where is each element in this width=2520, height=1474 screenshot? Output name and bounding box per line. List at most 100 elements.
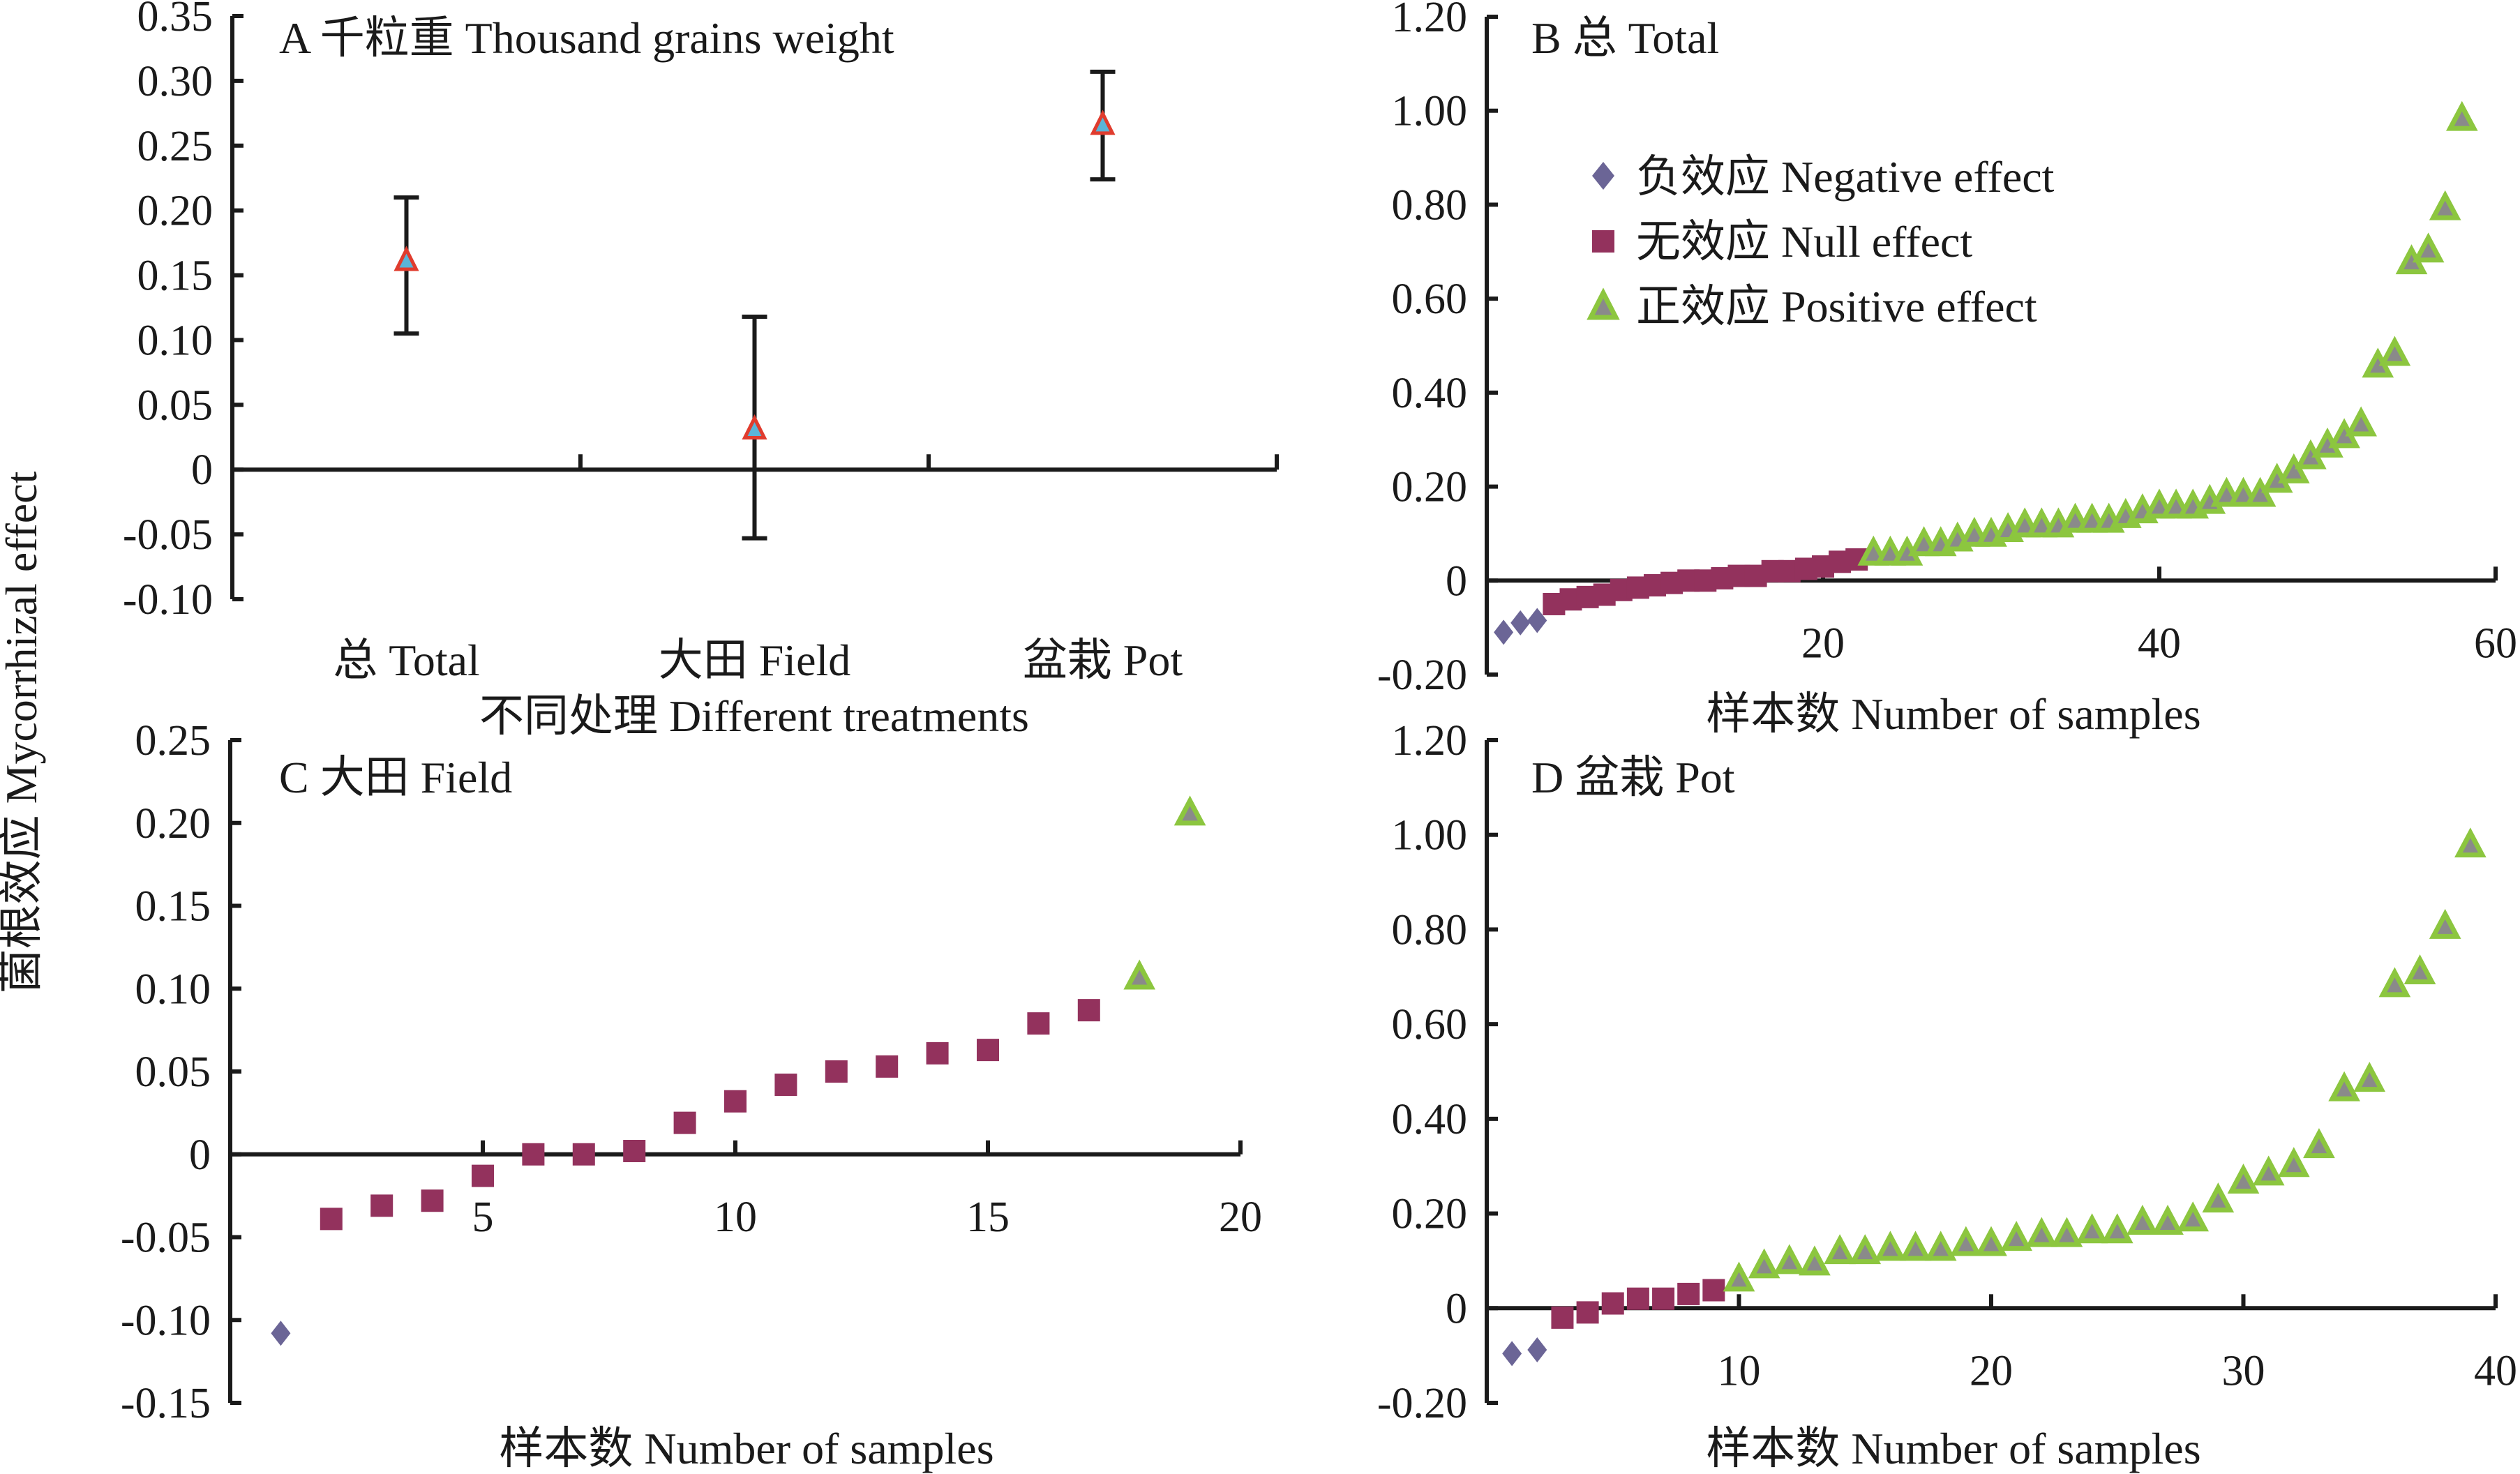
point-positive <box>1824 1234 1856 1265</box>
legend-marker-diamond <box>1592 162 1614 190</box>
point-positive <box>2277 1147 2310 1178</box>
point-negative <box>1494 619 1514 645</box>
y-tick-label: 0.15 <box>137 253 213 300</box>
point-positive <box>1874 1231 1907 1261</box>
y-tick-label: -0.10 <box>123 576 213 624</box>
panel-c-title: C 大田 Field <box>279 753 512 802</box>
point-positive <box>2244 476 2277 507</box>
point-positive <box>1950 1226 1982 1256</box>
y-tick-label: 0 <box>191 446 213 494</box>
x-tick-label: 30 <box>2222 1347 2265 1394</box>
point-positive <box>1123 959 1156 990</box>
point-null <box>673 1111 696 1134</box>
legend-item-positive: 正效应 Positive effect <box>1587 282 2037 331</box>
point-null <box>522 1143 545 1166</box>
x-tick-label: 40 <box>2138 619 2181 667</box>
point-positive <box>2412 232 2445 263</box>
panel-a: A 千粒重 Thousand grains weight 不同处理 Differ… <box>123 0 1279 741</box>
point-positive <box>2050 1217 2083 1247</box>
y-tick-label: -0.20 <box>1377 1380 1467 1427</box>
point-positive <box>2378 967 2411 998</box>
y-tick-label: 0.40 <box>1392 1096 1468 1143</box>
y-tick-label: -0.05 <box>121 1214 211 1262</box>
x-tick-label: 20 <box>1219 1194 1262 1241</box>
point-positive <box>1975 1226 2007 1256</box>
mean-marker <box>1090 110 1116 135</box>
y-tick-label: 0.05 <box>135 1048 211 1096</box>
y-axis-title: 菌根效应 Mycorrhizal effect <box>0 471 46 993</box>
y-tick-label: 0.15 <box>135 883 211 931</box>
point-negative <box>1527 1337 1547 1362</box>
point-positive <box>1173 795 1206 826</box>
legend-item-negative: 负效应 Negative effect <box>1592 152 2055 202</box>
x-tick-label: 5 <box>472 1194 494 1241</box>
y-tick-label: 0.60 <box>1392 276 1468 323</box>
panel-b-title: B 总 Total <box>1531 13 1719 63</box>
point-null <box>724 1090 747 1113</box>
point-positive <box>2303 1128 2335 1159</box>
point-null <box>1551 1306 1574 1329</box>
point-positive <box>2227 1163 2260 1194</box>
y-tick-label: 0.20 <box>137 188 213 235</box>
y-tick-label: 0.80 <box>1392 906 1468 954</box>
y-tick-label: 1.20 <box>1392 717 1468 765</box>
y-tick-label: 0.05 <box>137 382 213 429</box>
y-tick-label: 0.60 <box>1392 1001 1468 1048</box>
point-null <box>1702 1279 1725 1302</box>
y-tick-label: 0.25 <box>137 123 213 170</box>
x-tick-label: 20 <box>1801 619 1845 667</box>
point-negative <box>1502 1341 1522 1367</box>
y-tick-label: 0.20 <box>135 800 211 848</box>
point-positive <box>2101 1213 2133 1244</box>
mean-marker <box>742 414 767 439</box>
point-positive <box>2403 954 2436 985</box>
point-null <box>1077 999 1100 1022</box>
point-null <box>320 1208 343 1231</box>
y-tick-label: 0.20 <box>1392 464 1468 511</box>
point-positive <box>2000 1221 2032 1251</box>
point-null <box>370 1194 393 1217</box>
point-positive <box>1748 1248 1780 1279</box>
x-category-label: 盆栽 Pot <box>1023 636 1183 685</box>
y-tick-label: 0.40 <box>1392 370 1468 417</box>
panel-d-x-axis-title: 样本数 Number of samples <box>1706 1424 2200 1473</box>
point-positive <box>2429 908 2461 939</box>
point-negative <box>271 1321 291 1346</box>
x-tick-label: 15 <box>966 1194 1010 1241</box>
legend-label-null: 无效应 Null effect <box>1636 217 1972 266</box>
point-positive <box>2277 453 2310 483</box>
legend-label-negative: 负效应 Negative effect <box>1636 152 2055 202</box>
point-positive <box>2353 1062 2386 1092</box>
point-null <box>1027 1012 1050 1035</box>
y-tick-label: 1.00 <box>1392 88 1468 135</box>
y-tick-label: 0.30 <box>137 58 213 105</box>
y-tick-label: 0.25 <box>135 717 211 765</box>
point-positive <box>1799 1245 1831 1276</box>
y-tick-label: -0.10 <box>121 1297 211 1344</box>
y-tick-label: -0.20 <box>1377 652 1467 699</box>
point-positive <box>2076 1213 2108 1244</box>
x-tick-label: 10 <box>1718 1347 1761 1394</box>
point-positive <box>1723 1261 1755 1292</box>
point-null <box>876 1055 899 1078</box>
point-positive <box>2445 100 2478 131</box>
legend-item-null: 无效应 Null effect <box>1592 217 1972 266</box>
point-null <box>1576 1301 1599 1324</box>
y-tick-label: 0 <box>1446 1285 1467 1332</box>
y-tick-label: -0.15 <box>121 1380 211 1427</box>
point-negative <box>1510 610 1531 636</box>
panel-d-title: D 盆栽 Pot <box>1531 753 1735 802</box>
point-positive <box>2177 1201 2210 1232</box>
point-positive <box>2127 1205 2159 1235</box>
x-tick-label: 20 <box>1970 1347 2013 1394</box>
panel-a-x-axis-title: 不同处理 Different treatments <box>479 691 1029 741</box>
point-null <box>825 1060 848 1083</box>
y-tick-label: 0.35 <box>137 0 213 40</box>
x-category-label: 大田 Field <box>659 636 851 685</box>
y-tick-label: 0.10 <box>135 965 211 1013</box>
point-null <box>926 1041 949 1065</box>
y-tick-label: 0.10 <box>137 317 213 364</box>
point-negative <box>1527 608 1547 633</box>
y-tick-label: 1.00 <box>1392 812 1468 859</box>
point-null <box>977 1039 999 1062</box>
